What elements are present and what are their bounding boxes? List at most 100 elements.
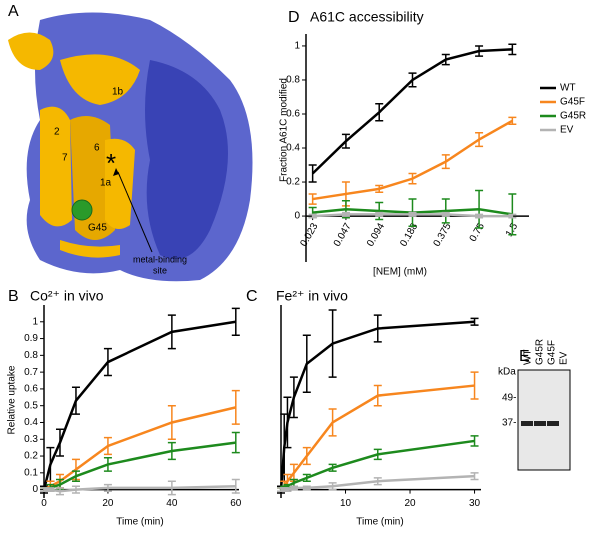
chart-title: A61C accessibility <box>310 9 424 25</box>
y-tick-label: 1 <box>32 316 38 327</box>
y-tick-label: 0.1 <box>24 467 38 478</box>
error-bar <box>302 473 311 482</box>
error-bar <box>302 485 311 491</box>
y-tick-label: 0.9 <box>24 333 38 344</box>
error-bar <box>167 314 176 350</box>
error-bar <box>302 446 311 466</box>
site-marker: * <box>106 148 116 178</box>
error-bar <box>508 213 517 219</box>
panel-label: A <box>8 3 19 20</box>
lane-label: G45R <box>535 339 546 365</box>
lane-label: WT <box>523 349 534 365</box>
blot-band <box>547 421 559 426</box>
site-label: metal-binding <box>133 254 187 264</box>
blot-marker: 37- <box>502 418 516 429</box>
error-bar <box>375 103 384 122</box>
x-tick-label: 0.375 <box>432 221 454 249</box>
error-bar <box>408 172 417 185</box>
error-bar <box>103 436 112 456</box>
error-bar <box>373 384 382 407</box>
series-line <box>311 48 513 175</box>
error-bar <box>289 463 298 482</box>
y-tick-label: 0.6 <box>286 109 300 120</box>
y-tick-label: 1 <box>294 41 300 52</box>
x-axis-label: Time (min) <box>116 517 163 528</box>
x-axis-label: Time (min) <box>356 517 403 528</box>
helix-label: 7 <box>62 153 68 164</box>
x-axis-label: [NEM] (mM) <box>373 267 427 278</box>
error-bar <box>373 477 382 486</box>
y-tick-label: 0.8 <box>286 75 300 86</box>
x-tick-label: 0.023 <box>298 221 320 249</box>
error-bar <box>231 389 240 425</box>
error-bar <box>167 404 176 441</box>
y-tick-label: 0 <box>294 211 300 222</box>
x-tick-label: 0.188 <box>398 221 420 249</box>
panel-label: E <box>519 348 530 365</box>
y-tick-label: 0.2 <box>24 451 38 462</box>
error-bar <box>302 334 311 394</box>
error-bar <box>408 211 417 217</box>
y-tick-label: 0.6 <box>24 384 38 395</box>
chart-title: Fe²⁺ in vivo <box>276 288 348 304</box>
legend-label: G45R <box>560 111 586 122</box>
panel-label: B <box>8 288 19 305</box>
y-tick-label: 0.5 <box>24 400 38 411</box>
series-line <box>44 485 236 493</box>
blot-marker: 49- <box>502 393 516 404</box>
error-bar <box>308 213 317 219</box>
x-tick-label: 30 <box>469 498 481 509</box>
error-bar <box>408 72 417 88</box>
error-bar <box>441 211 450 217</box>
y-tick-label: 0.8 <box>24 350 38 361</box>
error-bar <box>441 198 450 224</box>
error-bar <box>470 472 479 481</box>
lane-label: EV <box>559 351 570 365</box>
y-axis-label: Fraction A61C modified <box>279 78 290 182</box>
lane-label: G45F <box>547 340 558 365</box>
error-bar <box>103 456 112 472</box>
y-tick-label: 0.7 <box>24 367 38 378</box>
chart-title: Co²⁺ in vivo <box>30 288 104 304</box>
x-tick-label: 0.094 <box>365 221 387 249</box>
blot-unit: kDa <box>498 367 516 378</box>
x-tick-label: 20 <box>404 498 416 509</box>
error-bar <box>167 441 176 461</box>
error-bar <box>470 435 479 447</box>
protein-structure <box>8 12 253 282</box>
error-bar <box>71 386 80 415</box>
y-tick-label: 0.3 <box>24 434 38 445</box>
y-tick-label: 0.4 <box>286 143 300 154</box>
panel-label: C <box>246 288 258 305</box>
error-bar <box>55 428 64 457</box>
y-axis-label: Relative uptake <box>7 365 18 434</box>
x-tick-label: 40 <box>166 498 178 509</box>
x-tick-label: 0.047 <box>332 221 354 249</box>
error-bar <box>308 193 317 205</box>
series-line <box>42 320 236 490</box>
error-bar <box>103 347 112 377</box>
blot-band <box>521 421 533 426</box>
error-bar <box>55 487 64 496</box>
error-bar <box>71 485 80 494</box>
error-bar <box>289 376 298 419</box>
y-tick-label: 0 <box>32 484 38 495</box>
error-bar <box>441 53 450 66</box>
y-tick-label: 0.2 <box>286 177 300 188</box>
error-bar <box>470 317 479 326</box>
error-bar <box>375 211 384 217</box>
error-bar <box>475 213 484 219</box>
error-bar <box>475 131 484 148</box>
error-bar <box>475 45 484 57</box>
error-bar <box>375 184 384 193</box>
error-bar <box>328 408 337 437</box>
y-tick-label: 0.4 <box>24 417 38 428</box>
error-bar <box>71 470 80 482</box>
site-label: site <box>153 265 167 275</box>
error-bar <box>167 480 176 496</box>
helix-label: 6 <box>94 143 100 154</box>
legend-label: WT <box>560 83 576 94</box>
error-bar <box>475 189 484 229</box>
